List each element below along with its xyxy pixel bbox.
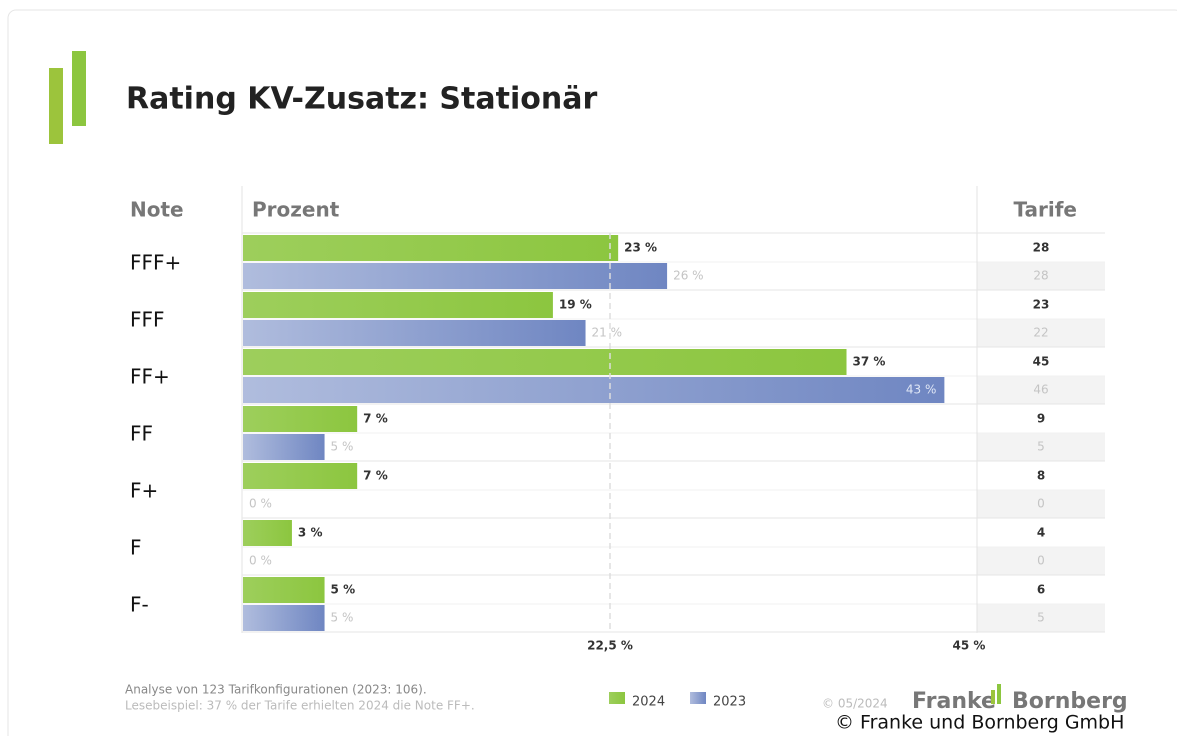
logo-icon bbox=[991, 690, 995, 704]
bar bbox=[243, 434, 325, 460]
value-label: 0 % bbox=[249, 554, 272, 568]
tarife-value: 4 bbox=[1037, 526, 1045, 540]
tarife-value: 5 bbox=[1037, 611, 1045, 625]
bar bbox=[243, 320, 586, 346]
tarife-cell-bg bbox=[977, 376, 1105, 404]
tarife-value: 9 bbox=[1037, 412, 1045, 426]
tarife-value: 23 bbox=[1033, 298, 1050, 312]
logo-icon bbox=[997, 684, 1001, 704]
value-label: 5 % bbox=[331, 440, 354, 454]
value-label: 43 % bbox=[906, 383, 937, 397]
tarife-value: 5 bbox=[1037, 440, 1045, 454]
note: Analyse von 123 Tarifkonfigurationen (20… bbox=[125, 683, 427, 697]
tarife-value: 0 bbox=[1037, 497, 1045, 511]
x-tick-label: 22,5 % bbox=[587, 639, 633, 653]
value-label: 23 % bbox=[624, 241, 657, 255]
value-label: 37 % bbox=[853, 355, 886, 369]
bar bbox=[243, 463, 358, 489]
logo-text: Bornberg bbox=[1012, 689, 1128, 714]
tarife-value: 6 bbox=[1037, 583, 1045, 597]
category-label: FFF bbox=[130, 308, 165, 332]
category-label: F bbox=[130, 536, 142, 560]
tarife-value: 22 bbox=[1033, 326, 1048, 340]
bar bbox=[243, 520, 292, 546]
logo-bar bbox=[72, 51, 86, 126]
value-label: 26 % bbox=[673, 269, 704, 283]
value-label: 7 % bbox=[363, 412, 388, 426]
bar bbox=[243, 263, 668, 289]
category-label: FF+ bbox=[130, 365, 170, 389]
category-label: F+ bbox=[130, 479, 158, 503]
note: Lesebeispiel: 37 % der Tarife erhielten … bbox=[125, 699, 475, 713]
category-label: F- bbox=[130, 593, 149, 617]
tarife-value: 0 bbox=[1037, 554, 1045, 568]
tarife-value: 28 bbox=[1033, 241, 1050, 255]
value-label: 21 % bbox=[592, 326, 623, 340]
legend-label: 2024 bbox=[632, 695, 665, 710]
value-label: 0 % bbox=[249, 497, 272, 511]
value-label: 5 % bbox=[331, 611, 354, 625]
column-header: Note bbox=[130, 198, 184, 222]
legend-swatch bbox=[609, 692, 625, 704]
logo-text: Franke bbox=[912, 689, 996, 714]
legend-label: 2023 bbox=[713, 695, 746, 710]
tarife-cell-bg bbox=[977, 604, 1105, 632]
tarife-value: 8 bbox=[1037, 469, 1045, 483]
bar bbox=[243, 605, 325, 631]
bar bbox=[243, 577, 325, 603]
logo-bar bbox=[49, 68, 63, 144]
column-header: Tarife bbox=[1013, 198, 1077, 222]
value-label: 19 % bbox=[559, 298, 592, 312]
date: © 05/2024 bbox=[822, 697, 888, 711]
tarife-value: 46 bbox=[1033, 383, 1048, 397]
column-header: Prozent bbox=[252, 198, 340, 222]
bar bbox=[243, 292, 553, 318]
tarife-cell-bg bbox=[977, 319, 1105, 347]
x-tick-label: 45 % bbox=[953, 639, 986, 653]
value-label: 3 % bbox=[298, 526, 323, 540]
tarife-cell-bg bbox=[977, 547, 1105, 575]
value-label: 5 % bbox=[331, 583, 356, 597]
tarife-cell-bg bbox=[977, 262, 1105, 290]
copyright: © Franke und Bornberg GmbH bbox=[835, 712, 1124, 734]
tarife-value: 45 bbox=[1033, 355, 1050, 369]
bar bbox=[243, 235, 619, 261]
chart-title: Rating KV-Zusatz: Stationär bbox=[126, 82, 597, 117]
category-label: FF bbox=[130, 422, 153, 446]
tarife-cell-bg bbox=[977, 433, 1105, 461]
value-label: 7 % bbox=[363, 469, 388, 483]
category-label: FFF+ bbox=[130, 251, 181, 275]
bar bbox=[243, 349, 847, 375]
bar bbox=[243, 406, 358, 432]
tarife-value: 28 bbox=[1033, 269, 1048, 283]
bar bbox=[243, 377, 945, 403]
legend-swatch bbox=[690, 692, 706, 704]
tarife-cell-bg bbox=[977, 490, 1105, 518]
